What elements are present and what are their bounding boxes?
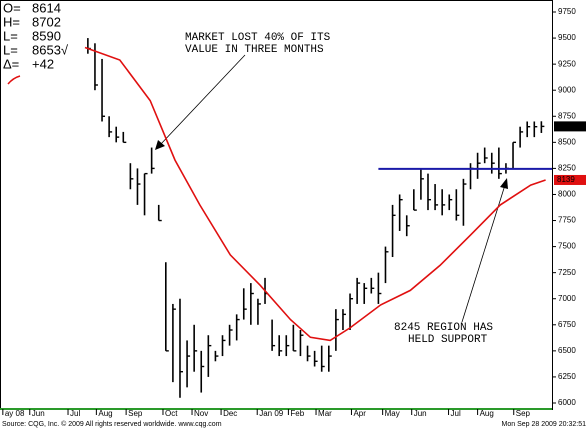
y-tick-label: 6000: [558, 398, 576, 407]
x-tick-label: Dec: [223, 409, 237, 418]
x-tick-label: Apr: [353, 409, 366, 418]
annotation-arrows: [155, 54, 508, 323]
y-tick-label: 6250: [558, 372, 576, 381]
x-tick-label: Aug: [98, 409, 112, 418]
y-tick-label: 7250: [558, 268, 576, 277]
x-tick-label: Jun: [414, 409, 427, 418]
annotation: VALUE IN THREE MONTHS: [185, 44, 324, 56]
x-tick-label: ay 08: [5, 409, 25, 418]
price-box: [554, 174, 586, 185]
annotation: HELD SUPPORT: [408, 334, 488, 346]
readout-value: +42: [32, 56, 54, 71]
y-tick-label: 9000: [558, 85, 576, 94]
y-tick-label: 9750: [558, 7, 576, 16]
y-tick-label: 7500: [558, 242, 576, 251]
timestamp: Mon Sep 28 2009 20:32:51: [502, 421, 587, 428]
readout-label: H=: [3, 14, 20, 29]
x-tick-label: May: [385, 409, 400, 418]
x-tick-label: Sep: [516, 409, 531, 418]
x-tick-label: Nov: [194, 409, 208, 418]
x-tick-label: Jan 09: [259, 409, 284, 418]
readout-value: 8653√: [32, 42, 69, 57]
x-tick-label: Jul: [451, 409, 461, 418]
x-tick-label: Oct: [165, 409, 178, 418]
annotation: 8245 REGION HAS: [394, 322, 493, 334]
x-tick-label: Aug: [480, 409, 494, 418]
moving-average: [84, 46, 546, 342]
readout-label: O=: [3, 0, 21, 15]
price-box-label: 8139: [557, 175, 575, 184]
readout-label: Δ=: [3, 56, 19, 71]
check-mark: [7, 75, 21, 85]
y-tick-label: 9500: [558, 33, 576, 42]
y-tick-label: 7750: [558, 216, 576, 225]
readout-label: L=: [3, 42, 18, 57]
plot-frame: [0, 0, 553, 410]
x-tick-label: Jun: [32, 409, 45, 418]
x-tick-label: Mar: [318, 409, 332, 418]
source: Source: CQG, Inc. © 2009 All rights rese…: [2, 420, 222, 428]
y-tick-label: 8000: [558, 190, 576, 199]
readout-value: 8702: [32, 14, 61, 29]
y-tick-label: 6500: [558, 346, 576, 355]
y-tick-label: 6750: [558, 320, 576, 329]
price-box: [554, 121, 586, 132]
x-tick-label: Jul: [70, 409, 80, 418]
y-tick-label: 8500: [558, 137, 576, 146]
y-tick-label: 9250: [558, 59, 576, 68]
annotation: MARKET LOST 40% OF ITS: [185, 32, 331, 44]
price-box-label: 8653: [557, 121, 575, 130]
x-tick-label: Feb: [290, 409, 304, 418]
y-tick-label: 7000: [558, 294, 576, 303]
x-tick-label: Sep: [128, 409, 143, 418]
readout-label: L=: [3, 28, 18, 43]
readout-value: 8590: [32, 28, 61, 43]
y-tick-label: 8750: [558, 111, 576, 120]
y-tick-label: 8250: [558, 164, 576, 173]
readout-value: 8614: [32, 0, 61, 15]
